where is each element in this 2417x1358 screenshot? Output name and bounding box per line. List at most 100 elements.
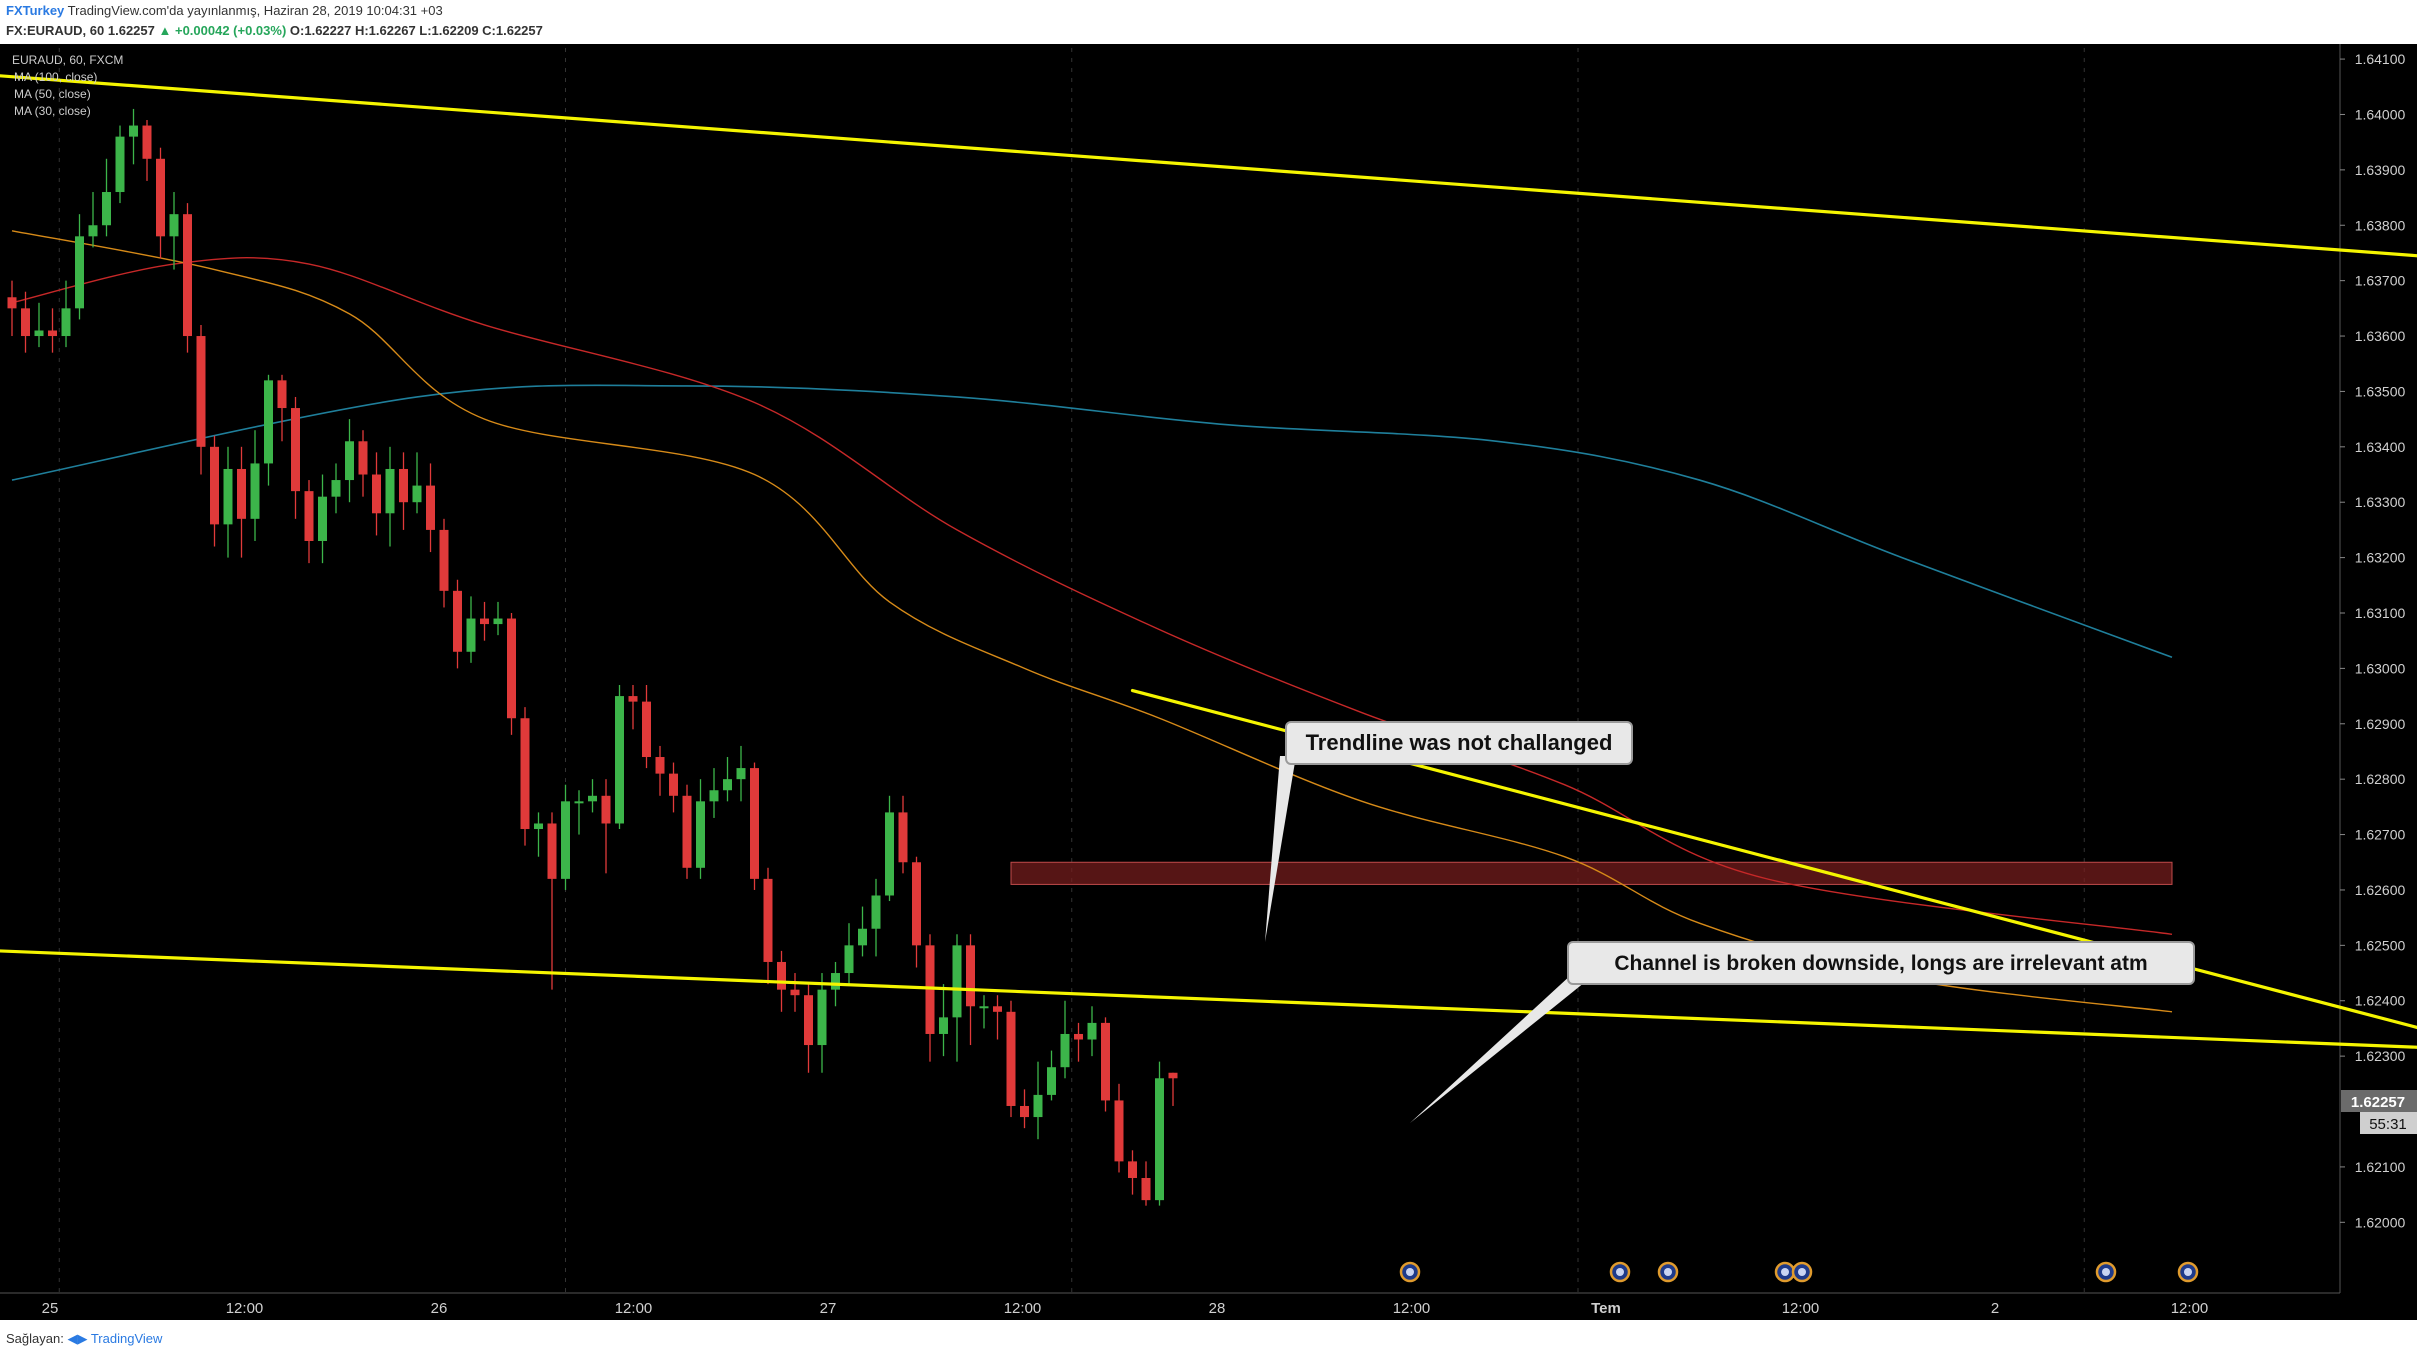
candle-body <box>1155 1078 1164 1201</box>
candle-body <box>1128 1161 1137 1178</box>
callout-channel[interactable]: Channel is broken downside, longs are ir… <box>1410 941 2195 1123</box>
candle-body <box>682 795 692 868</box>
publish-line: FXTurkey TradingView.com'da yayınlanmış,… <box>6 3 443 18</box>
candle-body <box>723 779 732 791</box>
candle-body <box>439 529 449 591</box>
price-tick-label: 1.64100 <box>2355 51 2406 67</box>
candle <box>183 203 192 353</box>
candle <box>1087 1006 1097 1057</box>
candle-body <box>237 468 246 519</box>
candle <box>925 934 935 1062</box>
price-tick-label: 1.62800 <box>2355 771 2406 787</box>
calendar-event-icon[interactable] <box>1609 1261 1631 1283</box>
calendar-event-icon[interactable] <box>1774 1261 1796 1283</box>
chart-footer: Sağlayan: ◀▶ TradingView <box>0 1320 2417 1358</box>
candle <box>331 463 341 514</box>
candle <box>628 685 638 730</box>
callout-channel-box <box>1567 941 2195 985</box>
candle <box>412 452 422 514</box>
candles <box>7 108 1178 1206</box>
candle <box>210 435 219 547</box>
candle <box>669 762 678 813</box>
candle <box>642 685 651 769</box>
publisher-name[interactable]: FXTurkey <box>6 3 65 18</box>
candle-body <box>1060 1033 1070 1068</box>
candle-body <box>223 468 233 525</box>
candle <box>358 430 368 497</box>
candle <box>277 374 287 442</box>
candle-body <box>466 618 476 652</box>
price-tick-label: 1.63900 <box>2355 162 2406 178</box>
price-tick-label: 1.63000 <box>2355 660 2406 676</box>
candle-body <box>939 1017 948 1034</box>
candle-body <box>88 225 98 237</box>
candle-body <box>655 757 665 774</box>
callout-trendline-text: Trendline was not challanged <box>1306 730 1613 755</box>
callout-channel-pointer <box>1410 974 1595 1123</box>
candle <box>385 446 395 547</box>
time-tick-label: 12:00 <box>226 1300 264 1317</box>
candle-body <box>277 380 287 409</box>
candle <box>561 784 570 890</box>
candle <box>34 302 44 348</box>
candle-body <box>588 795 597 802</box>
candle <box>898 795 908 874</box>
candle <box>291 396 300 519</box>
candle-body <box>304 491 314 541</box>
candle-body <box>642 701 651 758</box>
candle <box>237 446 246 558</box>
calendar-event-icon[interactable] <box>2095 1261 2117 1283</box>
candle-body <box>817 989 827 1046</box>
candle-body <box>520 718 530 830</box>
candle-body <box>453 590 462 652</box>
candle <box>790 973 800 1012</box>
candle <box>1047 1050 1056 1101</box>
time-tick-label: 26 <box>431 1300 448 1317</box>
candle-body <box>183 214 192 337</box>
price-chart[interactable]: 1.64100 1.64000 1.63900 1.63800 1.63700 1.636… <box>0 44 2417 1320</box>
event-markers[interactable] <box>1399 1261 2199 1283</box>
candle <box>345 419 354 503</box>
candle <box>547 812 557 990</box>
price-tick-label: 1.63800 <box>2355 217 2406 233</box>
candle <box>858 906 867 957</box>
price-tick-label: 1.62000 <box>2355 1214 2406 1230</box>
candle <box>655 745 665 796</box>
candle-body <box>844 945 854 974</box>
last-price: 1.62257 <box>107 23 155 38</box>
calendar-event-icon[interactable] <box>1399 1261 1421 1283</box>
candle <box>615 685 624 830</box>
callout-trendline[interactable]: Trendline was not challanged <box>1265 721 1633 942</box>
calendar-event-icon[interactable] <box>2177 1261 2199 1283</box>
candle-body <box>142 125 152 159</box>
candle-body <box>763 878 773 962</box>
candle-body <box>372 474 381 514</box>
time-tick-label: 12:00 <box>2171 1300 2209 1317</box>
candle-body <box>804 995 813 1046</box>
candle <box>979 995 989 1029</box>
provider-credit: Sağlayan: ◀▶ TradingView <box>6 1331 162 1347</box>
candle <box>1114 1083 1124 1173</box>
legend-ma100: MA (100, close) <box>14 70 97 84</box>
candle-body <box>264 380 273 464</box>
candle <box>817 973 827 1073</box>
candle <box>453 579 462 669</box>
provider-label: Sağlayan: <box>6 1331 64 1346</box>
price-tick-label: 1.62700 <box>2355 827 2406 843</box>
candle <box>520 707 530 846</box>
time-tick-label: 2 <box>1991 1300 1999 1317</box>
candle-body <box>426 485 435 530</box>
candle <box>304 480 314 564</box>
candle-body <box>790 989 800 996</box>
calendar-event-icon[interactable] <box>1657 1261 1679 1283</box>
candle <box>318 474 327 564</box>
provider-name[interactable]: TradingView <box>90 1331 163 1346</box>
publish-info: TradingView.com'da yayınlanmış, Haziran … <box>67 3 443 18</box>
symbol-label: FX:EURAUD, 60 <box>6 23 105 38</box>
candle-body <box>952 945 962 1018</box>
candle-body <box>21 308 30 337</box>
last-price-badge: 1.62257 55:31 <box>2341 1090 2417 1134</box>
candle-body <box>628 696 638 702</box>
candle <box>1128 1150 1137 1195</box>
calendar-event-icon[interactable] <box>1791 1261 1813 1283</box>
